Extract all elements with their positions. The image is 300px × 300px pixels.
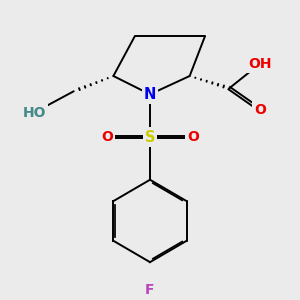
Text: OH: OH bbox=[248, 57, 272, 71]
Text: O: O bbox=[187, 130, 199, 144]
Text: S: S bbox=[145, 130, 155, 145]
Text: O: O bbox=[254, 103, 266, 117]
Text: F: F bbox=[145, 283, 155, 297]
Text: O: O bbox=[101, 130, 113, 144]
Text: N: N bbox=[144, 87, 156, 102]
Text: HO: HO bbox=[22, 106, 46, 120]
